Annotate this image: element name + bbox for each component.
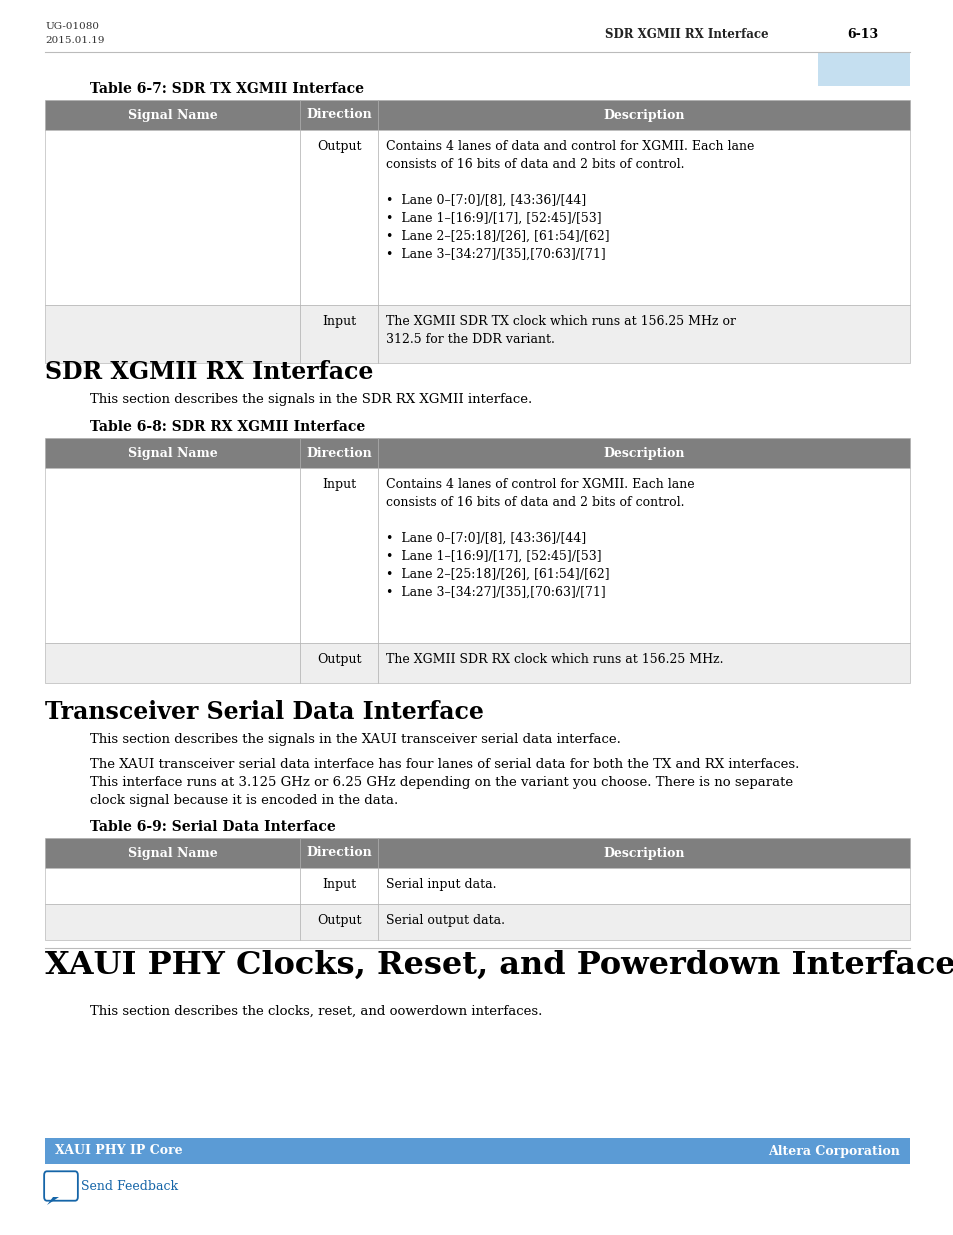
Text: Signal Name: Signal Name bbox=[128, 447, 217, 459]
Bar bbox=[817, 52, 909, 86]
Text: Signal Name: Signal Name bbox=[128, 846, 217, 860]
Text: Signal Name: Signal Name bbox=[128, 109, 217, 121]
Polygon shape bbox=[47, 1197, 59, 1205]
Text: The XGMII SDR TX clock which runs at 156.25 MHz or
312.5 for the DDR variant.: The XGMII SDR TX clock which runs at 156… bbox=[386, 315, 735, 346]
Text: This section describes the clocks, reset, and oowerdown interfaces.: This section describes the clocks, reset… bbox=[90, 1005, 542, 1018]
Bar bbox=[299, 468, 377, 643]
Bar bbox=[299, 130, 377, 305]
Text: Contains 4 lanes of control for XGMII. Each lane
consists of 16 bits of data and: Contains 4 lanes of control for XGMII. E… bbox=[386, 478, 694, 599]
Text: 6-13: 6-13 bbox=[846, 28, 878, 42]
Bar bbox=[299, 868, 377, 904]
Text: Altera Corporation: Altera Corporation bbox=[767, 1145, 899, 1157]
Text: 2015.01.19: 2015.01.19 bbox=[45, 36, 105, 44]
Bar bbox=[299, 839, 377, 868]
Bar bbox=[299, 305, 377, 363]
Bar bbox=[377, 130, 909, 305]
Text: The XGMII SDR RX clock which runs at 156.25 MHz.: The XGMII SDR RX clock which runs at 156… bbox=[386, 653, 722, 666]
Text: This section describes the signals in the SDR RX XGMII interface.: This section describes the signals in th… bbox=[90, 393, 532, 406]
Bar bbox=[377, 904, 909, 940]
Bar bbox=[45, 1137, 909, 1165]
Text: Description: Description bbox=[602, 109, 684, 121]
Bar bbox=[377, 100, 909, 130]
Bar bbox=[377, 305, 909, 363]
Text: UG-01080: UG-01080 bbox=[45, 22, 99, 31]
Text: Table 6-9: Serial Data Interface: Table 6-9: Serial Data Interface bbox=[90, 820, 335, 834]
Text: Description: Description bbox=[602, 447, 684, 459]
Text: Contains 4 lanes of data and control for XGMII. Each lane
consists of 16 bits of: Contains 4 lanes of data and control for… bbox=[386, 140, 754, 261]
Bar bbox=[45, 100, 299, 130]
Bar bbox=[299, 904, 377, 940]
Text: Output: Output bbox=[316, 140, 361, 153]
Text: SDR XGMII RX Interface: SDR XGMII RX Interface bbox=[45, 359, 373, 384]
Text: Description: Description bbox=[602, 846, 684, 860]
Text: Output: Output bbox=[316, 914, 361, 927]
Text: Input: Input bbox=[321, 315, 355, 329]
Text: Send Feedback: Send Feedback bbox=[81, 1179, 178, 1193]
Bar bbox=[45, 305, 299, 363]
Text: Direction: Direction bbox=[306, 846, 372, 860]
Bar bbox=[45, 643, 299, 683]
Text: Input: Input bbox=[321, 878, 355, 890]
Bar bbox=[45, 468, 299, 643]
Text: The XAUI transceiver serial data interface has four lanes of serial data for bot: The XAUI transceiver serial data interfa… bbox=[90, 758, 799, 806]
Bar bbox=[45, 868, 299, 904]
Text: Serial input data.: Serial input data. bbox=[386, 878, 496, 890]
Text: Serial output data.: Serial output data. bbox=[386, 914, 504, 927]
Text: Table 6-7: SDR TX XGMII Interface: Table 6-7: SDR TX XGMII Interface bbox=[90, 82, 364, 96]
Text: XAUI PHY Clocks, Reset, and Powerdown Interfaces: XAUI PHY Clocks, Reset, and Powerdown In… bbox=[45, 950, 953, 981]
Bar bbox=[45, 130, 299, 305]
Text: This section describes the signals in the XAUI transceiver serial data interface: This section describes the signals in th… bbox=[90, 734, 620, 746]
Bar bbox=[299, 438, 377, 468]
Bar bbox=[45, 839, 299, 868]
Bar bbox=[299, 100, 377, 130]
Text: Direction: Direction bbox=[306, 447, 372, 459]
Bar bbox=[377, 643, 909, 683]
Bar bbox=[299, 643, 377, 683]
Text: Direction: Direction bbox=[306, 109, 372, 121]
Text: SDR XGMII RX Interface: SDR XGMII RX Interface bbox=[604, 28, 768, 42]
Text: Output: Output bbox=[316, 653, 361, 666]
Text: XAUI PHY IP Core: XAUI PHY IP Core bbox=[55, 1145, 182, 1157]
Bar bbox=[377, 468, 909, 643]
FancyBboxPatch shape bbox=[44, 1171, 78, 1200]
Text: Input: Input bbox=[321, 478, 355, 492]
Bar bbox=[377, 868, 909, 904]
Bar bbox=[377, 839, 909, 868]
Bar bbox=[377, 438, 909, 468]
Bar bbox=[45, 904, 299, 940]
Bar bbox=[45, 438, 299, 468]
Text: Table 6-8: SDR RX XGMII Interface: Table 6-8: SDR RX XGMII Interface bbox=[90, 420, 365, 433]
Text: Transceiver Serial Data Interface: Transceiver Serial Data Interface bbox=[45, 700, 483, 724]
